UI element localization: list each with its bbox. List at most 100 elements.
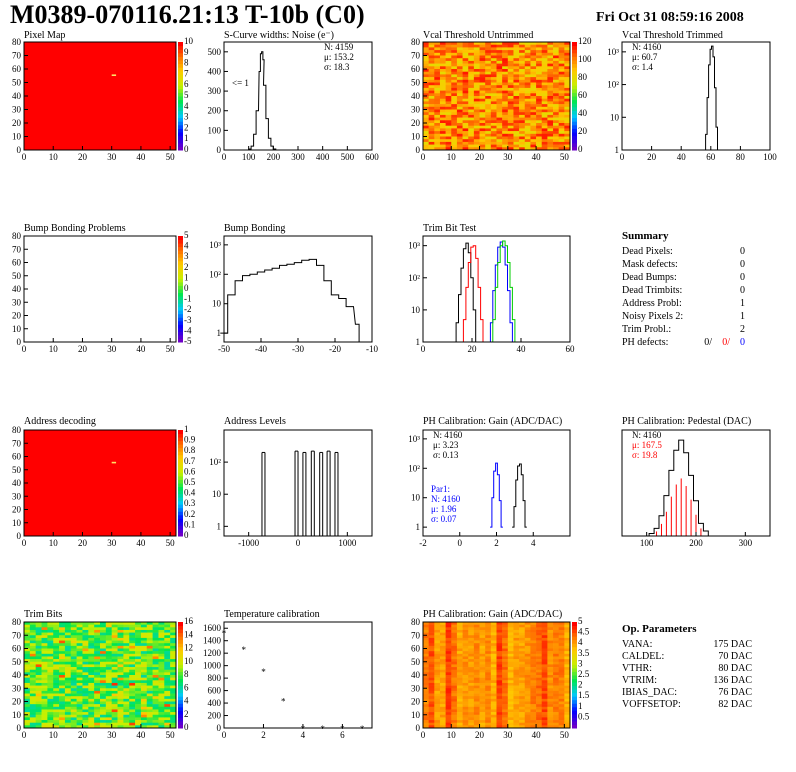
heatmap-cell [524, 55, 531, 59]
op-parameter-label: VTHR: [622, 663, 652, 674]
heatmap-cell [553, 120, 559, 124]
heatmap-cell [456, 704, 463, 708]
heatmap-cell [547, 42, 554, 45]
heatmap-cell [24, 714, 31, 718]
heatmap-cell [59, 698, 66, 702]
heatmap-cell [439, 635, 446, 639]
heatmap-cell [558, 714, 565, 718]
heatmap-cell [158, 682, 165, 686]
heatmap-cell [496, 42, 503, 45]
heatmap-cell [439, 131, 446, 135]
stats2-line: σ: 0.07 [431, 514, 457, 524]
heatmap-cell [524, 653, 531, 657]
heatmap-cell [519, 659, 526, 663]
heatmap-cell [24, 677, 31, 681]
heatmap-cell [439, 79, 446, 83]
heatmap-cell [490, 139, 497, 143]
x-tick-label: 0 [22, 344, 27, 354]
heatmap-cell [164, 653, 171, 657]
heatmap-cell [468, 706, 475, 710]
heatmap-cell [468, 704, 475, 708]
heatmap-cell [111, 672, 118, 676]
heatmap-cell [558, 690, 565, 694]
heatmap-cell [76, 648, 83, 652]
heatmap-cell [123, 637, 130, 641]
heatmap-cell [445, 55, 452, 59]
heatmap-cell [105, 698, 112, 702]
heatmap-cell [456, 659, 463, 663]
heatmap-cell [24, 667, 31, 670]
heatmap-cell [434, 125, 441, 129]
heatmap-cell [536, 698, 543, 702]
heatmap-cell [451, 677, 458, 681]
heatmap-cell [105, 725, 112, 729]
heatmap-cell [428, 637, 435, 641]
heatmap-cell [88, 696, 95, 700]
heatmap-cell [553, 664, 559, 668]
heatmap-cell [496, 637, 503, 641]
heatmap-cell [445, 79, 452, 83]
heatmap-cell [434, 656, 441, 660]
heatmap-cell [88, 717, 95, 721]
heatmap-cell [64, 706, 72, 710]
heatmap-cell [479, 42, 486, 45]
heatmap-cell [140, 717, 148, 721]
panel-ph-gain: PH Calibration: Gain (ADC/DAC)-2 0 2 411010… [408, 416, 571, 548]
heatmap-cell [490, 98, 497, 102]
heatmap-cell [140, 682, 148, 686]
heatmap-cell [29, 725, 36, 729]
palette-tick-label: 4 [578, 637, 583, 647]
heatmap-cell [445, 645, 452, 649]
heatmap-cell [479, 690, 486, 694]
heatmap-cell [485, 93, 492, 97]
heatmap-cell [490, 93, 497, 97]
heatmap-cell [558, 706, 565, 710]
heatmap-cell [434, 627, 441, 631]
palette-cell [178, 483, 183, 488]
heatmap-cell [152, 645, 159, 649]
y-tick-label: 200 [208, 711, 222, 721]
heatmap-cell [558, 659, 565, 663]
heatmap-cell [111, 629, 118, 633]
heatmap-cell [428, 706, 435, 710]
heatmap-cell [524, 672, 531, 676]
heatmap-cell [135, 725, 142, 729]
heatmap-cell [117, 704, 124, 708]
scatter-point: * [360, 724, 365, 734]
heatmap-cell [117, 675, 124, 678]
heatmap-cell [468, 720, 475, 723]
heatmap-cell [94, 648, 101, 652]
palette-tick-label: 16 [184, 616, 194, 626]
heatmap-cell [456, 93, 463, 97]
heatmap-cell [135, 722, 142, 726]
y-tick-label: 70 [12, 244, 22, 254]
heatmap-cell [146, 629, 153, 633]
heatmap-cell [490, 709, 497, 713]
heatmap-cell [519, 50, 526, 54]
heatmap-cell [64, 704, 72, 708]
heatmap-cell [536, 79, 543, 83]
palette-tick-label: 0.1 [184, 519, 195, 529]
heatmap-cell [479, 672, 486, 676]
heatmap-cell [41, 622, 48, 625]
heatmap-cell [164, 693, 171, 697]
heatmap-cell [439, 117, 446, 121]
heatmap-cell [468, 717, 475, 721]
op-parameter-value: 136 DAC [713, 675, 752, 686]
heatmap-cell [468, 651, 475, 655]
heatmap-cell [70, 698, 77, 702]
heatmap-cell [479, 144, 486, 148]
heatmap-cell [485, 117, 492, 121]
heatmap-cell [530, 664, 537, 668]
heatmap-cell [445, 725, 452, 729]
heatmap-cell [456, 74, 463, 78]
heatmap-cell [513, 622, 520, 625]
heatmap-cell [76, 632, 83, 636]
heatmap-cell [111, 637, 118, 641]
heatmap-cell [35, 677, 42, 681]
heatmap-cell [434, 47, 441, 51]
heatmap-cell [462, 722, 469, 726]
heatmap-cell [524, 60, 531, 64]
heatmap-cell [152, 698, 159, 702]
